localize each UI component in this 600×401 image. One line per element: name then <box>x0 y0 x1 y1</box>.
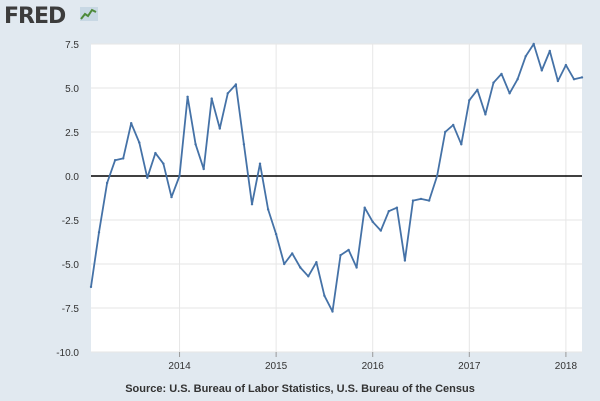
data-point <box>130 122 133 125</box>
data-point <box>347 248 350 252</box>
data-point <box>178 174 181 178</box>
data-point <box>113 159 117 162</box>
data-point <box>524 55 527 58</box>
data-point <box>492 81 495 84</box>
data-point <box>170 195 173 199</box>
y-tick-label: -10.0 <box>56 348 79 359</box>
series-group <box>89 42 584 313</box>
fred-logo[interactable]: FRED <box>4 4 66 29</box>
data-point <box>218 127 221 130</box>
data-point <box>532 42 535 46</box>
source-note: Source: U.S. Bureau of Labor Statistics,… <box>125 383 475 395</box>
data-point <box>427 199 431 202</box>
data-point <box>226 92 229 95</box>
data-point <box>210 97 213 100</box>
data-point <box>122 157 125 160</box>
x-tick-label: 2014 <box>168 361 191 372</box>
data-point <box>556 79 560 83</box>
y-axis: 7.5 5.0 2.5 0.0 -2.5 -5.0 -7.5 -10.0 <box>56 40 79 359</box>
data-point <box>371 220 374 223</box>
data-point <box>162 162 165 165</box>
data-point <box>435 174 439 178</box>
y-tick-label: -2.5 <box>62 216 80 227</box>
y-tick-label: 5.0 <box>65 84 79 95</box>
data-point <box>508 92 511 95</box>
y-tick-label: 2.5 <box>65 128 79 139</box>
data-point <box>283 262 286 266</box>
x-axis: 2014 2015 2016 2017 2018 <box>168 352 577 372</box>
data-point <box>476 88 479 92</box>
data-point <box>548 49 551 53</box>
data-point <box>146 176 149 179</box>
data-point <box>234 83 238 86</box>
data-point <box>468 99 471 102</box>
data-point <box>363 206 366 209</box>
data-point <box>403 259 407 262</box>
data-point <box>516 78 519 81</box>
fred-graph-icon <box>80 7 98 21</box>
grid-lines <box>91 43 582 353</box>
data-point <box>242 143 246 146</box>
x-tick-label: 2016 <box>362 361 385 372</box>
data-point <box>387 210 390 213</box>
x-tick-label: 2015 <box>265 361 288 372</box>
data-point <box>411 199 415 202</box>
data-point <box>299 266 302 269</box>
data-point <box>540 69 543 72</box>
y-tick-label: -5.0 <box>62 260 80 271</box>
plot-area <box>91 44 582 352</box>
data-point <box>572 78 576 81</box>
data-point <box>274 232 278 236</box>
data-point <box>339 254 342 257</box>
data-point <box>355 266 358 269</box>
x-tick-label: 2017 <box>458 361 481 372</box>
y-tick-label: 0.0 <box>65 172 79 183</box>
data-point <box>323 294 326 297</box>
data-point <box>291 252 294 255</box>
data-point <box>250 203 254 206</box>
data-point <box>379 229 382 232</box>
data-point <box>484 113 487 116</box>
data-point <box>186 95 189 99</box>
data-point <box>395 206 399 209</box>
data-point <box>331 310 334 313</box>
data-point <box>266 208 270 211</box>
data-point <box>500 72 503 76</box>
data-point <box>194 143 197 146</box>
data-point <box>564 63 568 67</box>
x-tick-label: 2018 <box>555 361 578 372</box>
data-point <box>307 275 310 278</box>
data-point <box>97 231 101 234</box>
data-point <box>419 197 423 201</box>
data-point <box>315 261 318 264</box>
data-point <box>89 285 93 289</box>
data-point <box>444 130 447 134</box>
data-point <box>580 76 584 79</box>
data-point <box>138 141 141 144</box>
series-line <box>90 43 583 313</box>
data-point <box>460 143 463 146</box>
data-point <box>202 167 205 171</box>
y-tick-label: 7.5 <box>65 40 79 51</box>
data-point <box>452 123 455 127</box>
data-point <box>105 181 109 185</box>
data-point <box>154 151 157 155</box>
y-tick-label: -7.5 <box>62 304 80 315</box>
data-point <box>258 162 262 165</box>
